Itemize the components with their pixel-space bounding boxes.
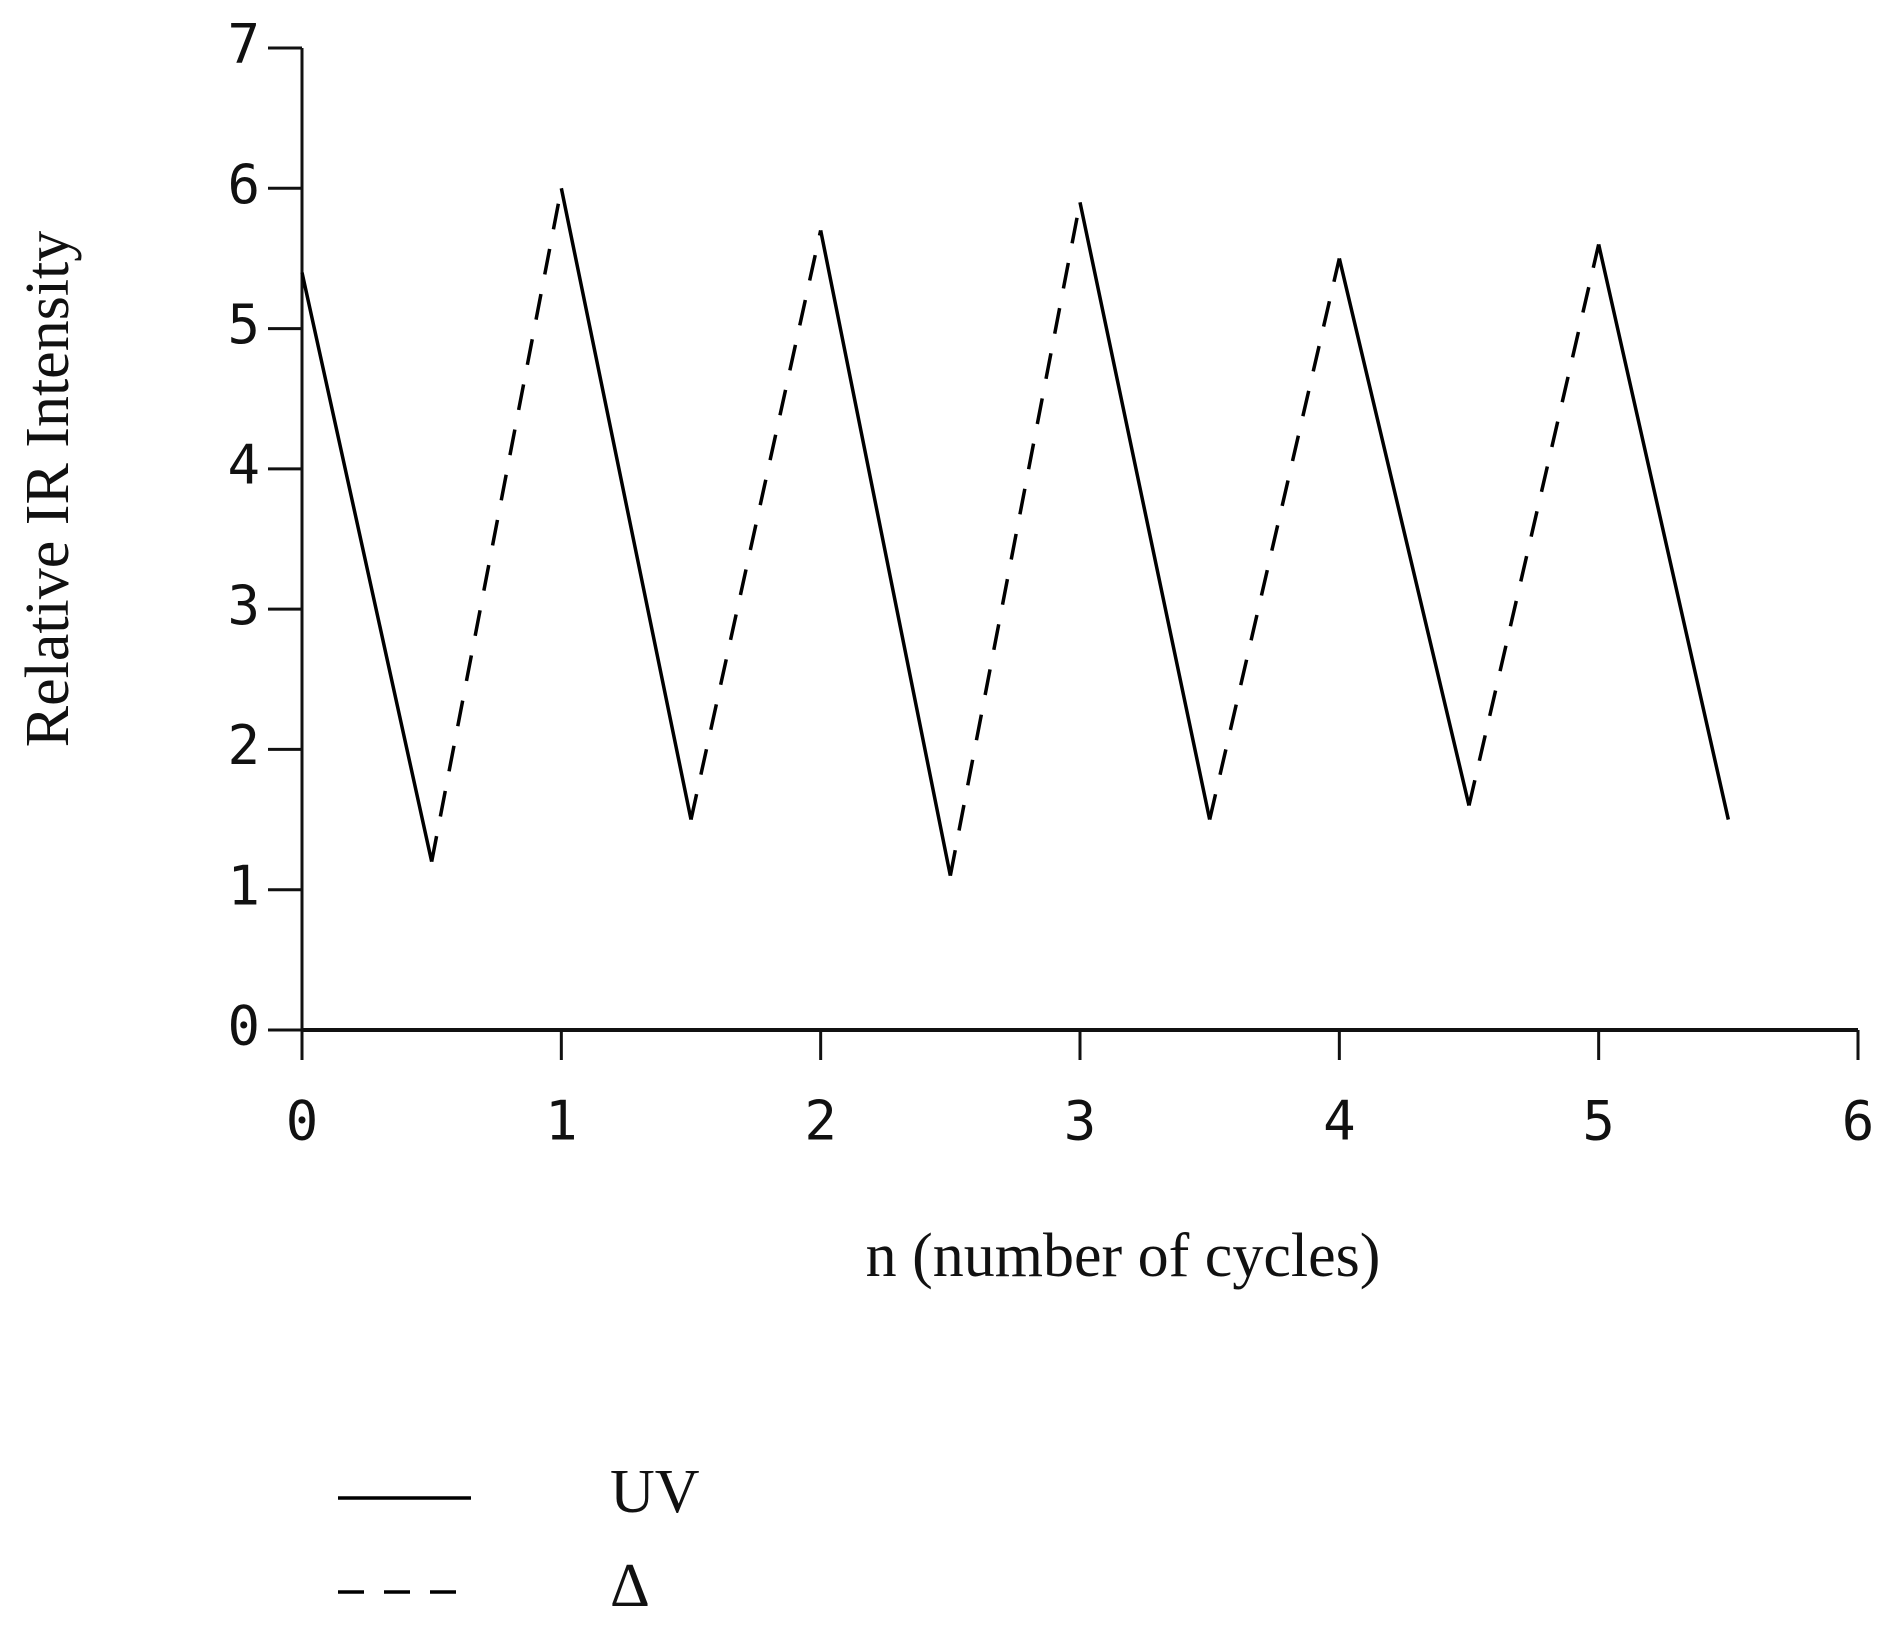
y-tick-label: 1: [227, 854, 260, 917]
y-tick-label: 4: [227, 433, 260, 496]
x-tick-label: 2: [804, 1090, 837, 1153]
y-tick-label: 3: [227, 574, 260, 637]
y-tick-label: 6: [227, 153, 260, 216]
x-tick-label: 4: [1323, 1090, 1356, 1153]
x-tick-label: 6: [1842, 1090, 1875, 1153]
y-tick-label: 0: [227, 995, 260, 1058]
x-tick-label: 1: [545, 1090, 578, 1153]
series-line: [429, 187, 1601, 877]
x-tick-label: 0: [286, 1090, 319, 1153]
legend-label: UV: [610, 1458, 700, 1526]
y-tick-label: 5: [227, 293, 260, 356]
y-tick-label: 2: [227, 714, 260, 777]
x-tick-label: 5: [1582, 1090, 1615, 1153]
x-tick-label: 3: [1064, 1090, 1097, 1153]
x-axis-label: n (number of cycles): [866, 1222, 1381, 1290]
y-axis-label: Relative IR Intensity: [14, 231, 82, 748]
y-tick-label: 7: [227, 13, 260, 76]
series-line: [300, 187, 1731, 877]
legend-label: Δ: [610, 1552, 650, 1620]
